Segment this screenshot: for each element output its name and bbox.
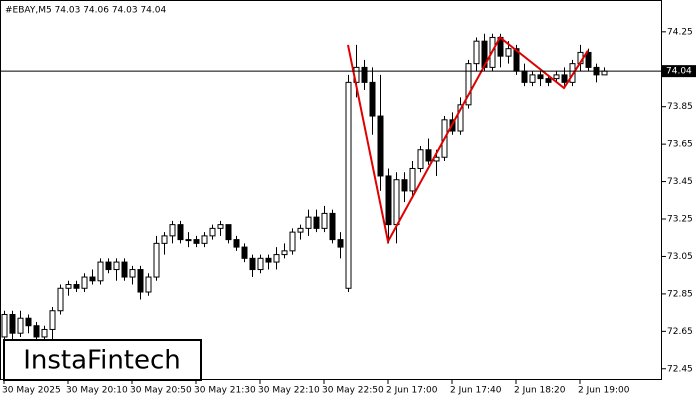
- candle-body: [81, 276, 88, 289]
- x-tick-label: 30 May 21:30: [194, 386, 256, 396]
- candle-body: [25, 317, 32, 327]
- candle-body: [409, 167, 416, 192]
- candle-body: [553, 74, 560, 80]
- y-tick-label: 73.25: [667, 215, 693, 225]
- candle-body: [361, 66, 368, 83]
- y-tick-label: 72.85: [667, 289, 693, 299]
- candle-body: [57, 287, 64, 312]
- candle-body: [321, 212, 328, 229]
- x-tick-label: 2 Jun 18:20: [514, 386, 566, 396]
- candle-body: [161, 235, 168, 244]
- candle-body: [505, 48, 512, 57]
- current-price-box: [662, 65, 696, 78]
- candle-body: [49, 310, 56, 330]
- y-tick-label: 72.45: [667, 364, 693, 374]
- candle-body: [113, 261, 120, 271]
- candle-body: [537, 74, 544, 80]
- candle-body: [257, 257, 264, 271]
- candle-body: [129, 269, 136, 278]
- candle-body: [393, 179, 400, 226]
- candle-body: [241, 246, 248, 259]
- pattern-line: [347, 35, 589, 245]
- candle-body: [73, 284, 80, 289]
- candle-body: [41, 328, 48, 338]
- logo: InstaFintech: [23, 346, 181, 376]
- candle-body: [545, 78, 552, 83]
- x-tick-label: 2 Jun 17:40: [450, 386, 502, 396]
- candle-body: [457, 104, 464, 132]
- candle-body: [601, 70, 608, 76]
- y-tick-label: 73.05: [667, 252, 693, 262]
- candle-body: [169, 224, 176, 237]
- candle-body: [225, 224, 232, 241]
- x-tick-label: 30 May 20:50: [130, 386, 192, 396]
- candle-body: [289, 231, 296, 252]
- candle-body: [377, 115, 384, 177]
- x-tick-label: 30 May 22:10: [258, 386, 320, 396]
- y-tick-label: 72.65: [667, 327, 693, 337]
- candle-body: [417, 149, 424, 169]
- x-tick-label: 30 May 22:50: [322, 386, 384, 396]
- candle-body: [369, 81, 376, 117]
- x-tick-label: 30 May 2025: [2, 386, 61, 396]
- candle-body: [425, 149, 432, 162]
- candle-body: [177, 224, 184, 241]
- y-tick-label: 73.65: [667, 140, 693, 150]
- candle-body: [305, 216, 312, 229]
- candle-body: [209, 227, 216, 237]
- candle-body: [105, 261, 112, 271]
- candle-body: [233, 239, 240, 248]
- candle-body: [249, 257, 256, 271]
- candle-body: [201, 235, 208, 244]
- candle-body: [465, 63, 472, 106]
- candle-body: [281, 250, 288, 256]
- candle-body: [529, 74, 536, 83]
- candle-body: [561, 74, 568, 83]
- candle-body: [297, 227, 304, 233]
- candle-body: [65, 284, 72, 289]
- candle-body: [17, 317, 24, 334]
- candle-body: [473, 40, 480, 65]
- current-price-label: 74.04: [666, 67, 692, 77]
- candle-body: [401, 179, 408, 192]
- candle-body: [345, 81, 352, 289]
- candle-body: [265, 257, 272, 263]
- candle-body: [9, 313, 16, 334]
- candle-body: [329, 212, 336, 241]
- candle-body: [313, 216, 320, 229]
- candle-body: [217, 224, 224, 229]
- candle-body: [97, 261, 104, 282]
- y-tick-label: 73.45: [667, 177, 693, 187]
- candle-body: [1, 313, 8, 338]
- candle-body: [33, 325, 40, 338]
- candle-body: [121, 261, 128, 278]
- candle-body: [137, 269, 144, 293]
- candle-body: [193, 239, 200, 244]
- x-tick-label: 2 Jun 17:00: [386, 386, 438, 396]
- candle-body: [337, 239, 344, 248]
- candle-body: [89, 276, 96, 282]
- candle-body: [145, 276, 152, 293]
- candle-body: [385, 175, 392, 226]
- y-tick-label: 74.25: [667, 27, 693, 37]
- candle-body: [273, 254, 280, 263]
- x-tick-label: 2 Jun 19:00: [578, 386, 630, 396]
- candle-body: [585, 51, 592, 68]
- y-tick-label: 73.85: [667, 102, 693, 112]
- x-tick-label: 30 May 20:10: [66, 386, 128, 396]
- logo-box: [3, 339, 202, 381]
- candle-body: [521, 70, 528, 83]
- candle-body: [185, 239, 192, 242]
- plot-frame: [0, 0, 662, 380]
- candle-body: [153, 242, 160, 278]
- chart-title: #EBAY,M5 74.03 74.06 74.03 74.04: [5, 6, 166, 16]
